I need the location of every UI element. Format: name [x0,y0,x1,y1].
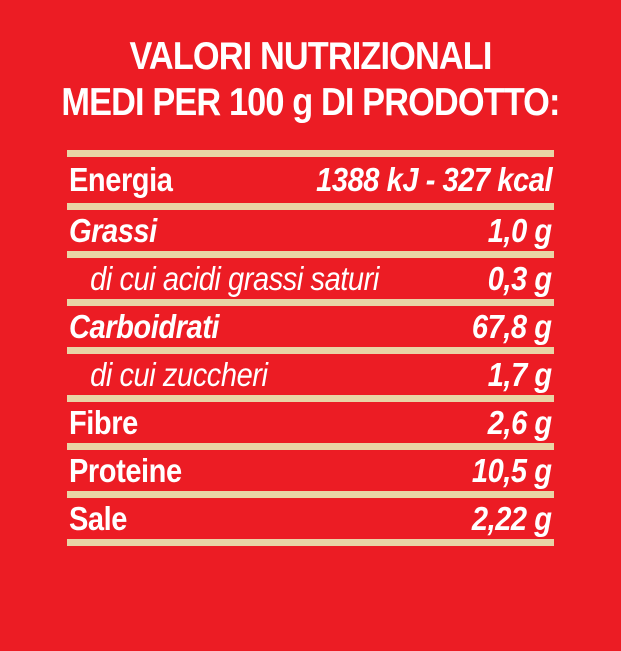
row-value: 2,6 g [488,403,552,441]
page-title: VALORI NUTRIZIONALI MEDI PER 100 g DI PR… [37,0,583,126]
row-label: Fibre [69,403,138,441]
row-label: Grassi [69,211,157,249]
row-value: 67,8 g [472,307,552,345]
row-value: 1,7 g [488,355,552,393]
row-value: 1,0 g [488,211,552,249]
table-row: Proteine 10,5 g [67,443,554,491]
row-label: Energia [69,161,173,198]
row-label: di cui zuccheri [90,355,268,393]
table-row: Energia 1388 kJ - 327 kcal [67,150,554,203]
table-row: di cui zuccheri 1,7 g [67,347,554,395]
row-label: Carboidrati [69,307,220,345]
row-value: 2,22 g [472,499,552,537]
row-value: 10,5 g [472,451,552,489]
table-row: di cui acidi grassi saturi 0,3 g [67,251,554,299]
row-label: di cui acidi grassi saturi [90,259,379,297]
row-value: 1388 kJ - 327 kcal [316,161,552,198]
table-row: Fibre 2,6 g [67,395,554,443]
table-row: Carboidrati 67,8 g [67,299,554,347]
row-value: 0,3 g [488,259,552,297]
nutrition-table: Energia 1388 kJ - 327 kcal Grassi 1,0 g … [67,150,554,546]
row-label: Sale [69,499,127,537]
title-line-2: MEDI PER 100 g DI PRODOTTO: [61,81,560,124]
table-row: Sale 2,22 g [67,491,554,539]
table-row: Grassi 1,0 g [67,203,554,251]
title-line-1: VALORI NUTRIZIONALI [129,35,492,78]
row-label: Proteine [69,451,182,489]
